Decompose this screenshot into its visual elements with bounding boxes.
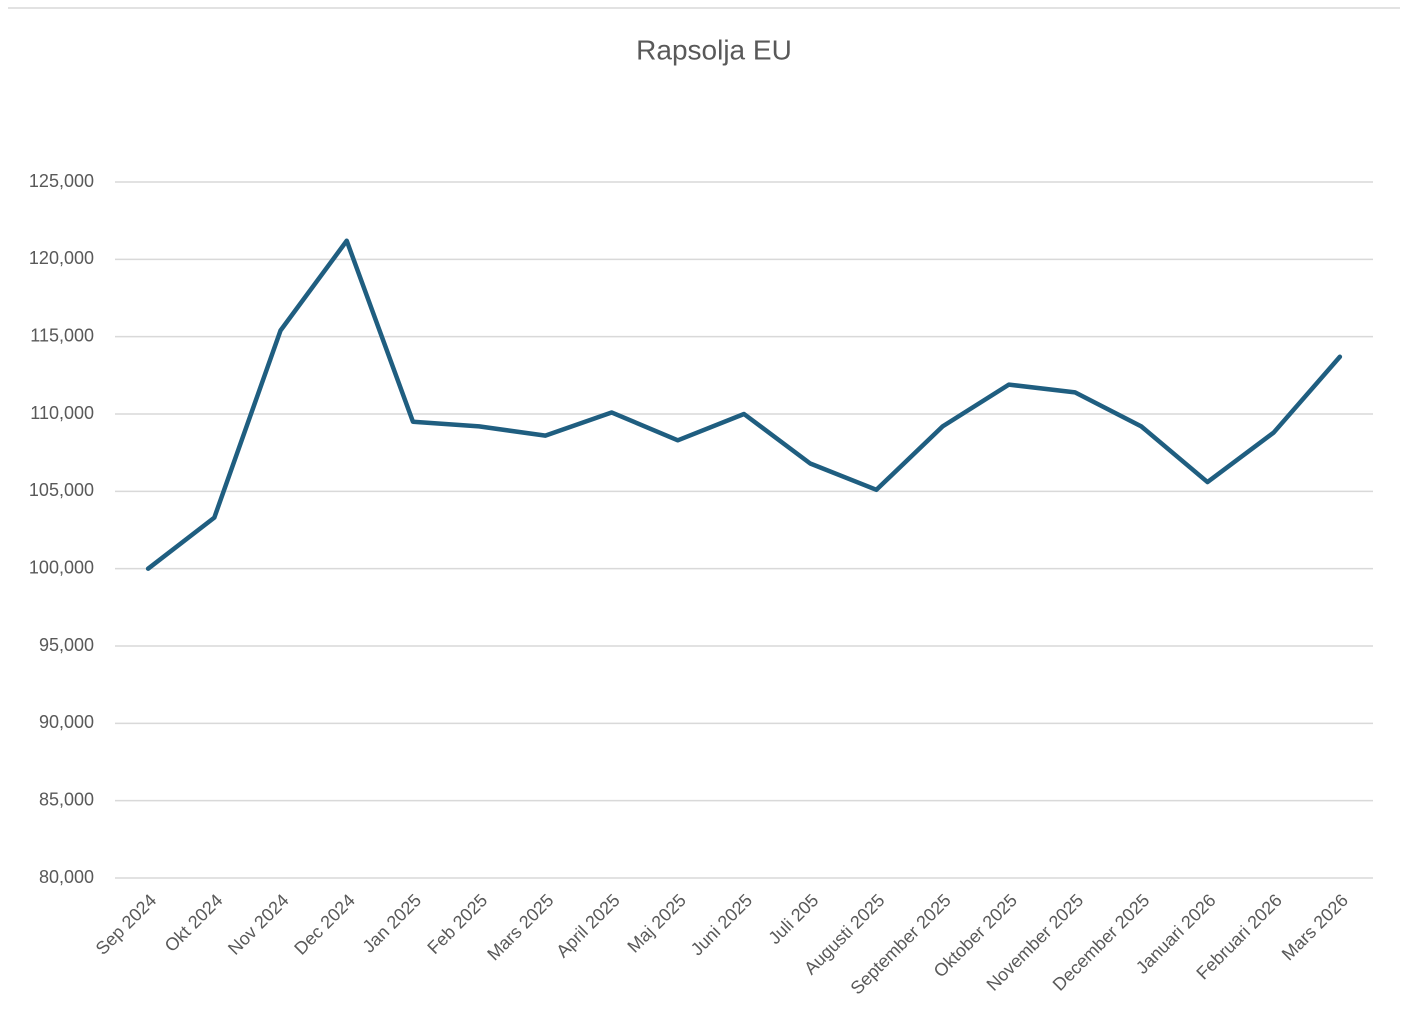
y-tick-label: 125,000 (29, 171, 94, 191)
x-tick-label: Juni 2025 (687, 890, 756, 959)
y-tick-label: 85,000 (39, 789, 94, 809)
x-tick-label: Feb 2025 (423, 890, 491, 958)
y-tick-label: 105,000 (29, 480, 94, 500)
x-tick-label: Mars 2026 (1278, 890, 1352, 964)
y-tick-label: 120,000 (29, 248, 94, 268)
y-tick-label: 90,000 (39, 712, 94, 732)
y-tick-label: 80,000 (39, 867, 94, 887)
y-tick-label: 100,000 (29, 557, 94, 577)
y-tick-label: 95,000 (39, 635, 94, 655)
chart-title: Rapsolja EU (636, 34, 792, 65)
x-tick-label: April 2025 (552, 890, 623, 961)
x-tick-label: Nov 2024 (224, 890, 293, 959)
x-tick-label: Okt 2024 (161, 890, 227, 956)
y-tick-label: 110,000 (30, 403, 94, 423)
x-tick-label: Maj 2025 (623, 890, 690, 957)
data-line (145, 238, 1343, 571)
y-tick-label: 115,000 (30, 325, 94, 345)
x-tick-label: Mars 2025 (483, 890, 557, 964)
x-tick-label: Dec 2024 (290, 890, 359, 959)
x-tick-label: Juli 205 (764, 890, 822, 948)
x-tick-label: Jan 2025 (359, 890, 426, 957)
x-tick-label: Sep 2024 (92, 890, 161, 959)
